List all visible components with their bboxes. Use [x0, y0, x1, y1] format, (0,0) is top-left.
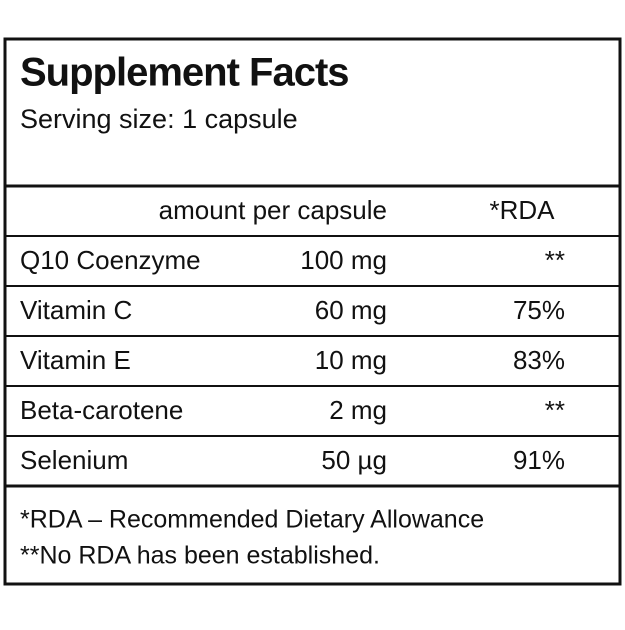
footnote: **No RDA has been established. — [20, 542, 380, 570]
rda-value: 91% — [513, 445, 565, 475]
rda-value: ** — [545, 395, 565, 425]
nutrient-name: Q10 Coenzyme — [20, 245, 201, 275]
title: Supplement Facts — [20, 51, 349, 95]
rda-value: 83% — [513, 345, 565, 375]
nutrient-name: Vitamin E — [20, 345, 131, 375]
amount: 100 mg — [300, 245, 387, 275]
label-border — [3, 37, 622, 586]
rda-value: 75% — [513, 295, 565, 325]
nutrient-name: Beta-carotene — [20, 395, 183, 425]
column-header: *RDA — [489, 195, 555, 225]
amount: 10 mg — [315, 345, 387, 375]
nutrient-name: Selenium — [20, 445, 128, 475]
amount: 2 mg — [329, 395, 387, 425]
amount: 50 µg — [321, 445, 387, 475]
footnote: *RDA – Recommended Dietary Allowance — [20, 506, 484, 534]
amount: 60 mg — [315, 295, 387, 325]
rda-value: ** — [545, 245, 565, 275]
column-header: amount per capsule — [159, 195, 387, 225]
serving-size: Serving size: 1 capsule — [20, 104, 298, 134]
nutrient-name: Vitamin C — [20, 295, 132, 325]
